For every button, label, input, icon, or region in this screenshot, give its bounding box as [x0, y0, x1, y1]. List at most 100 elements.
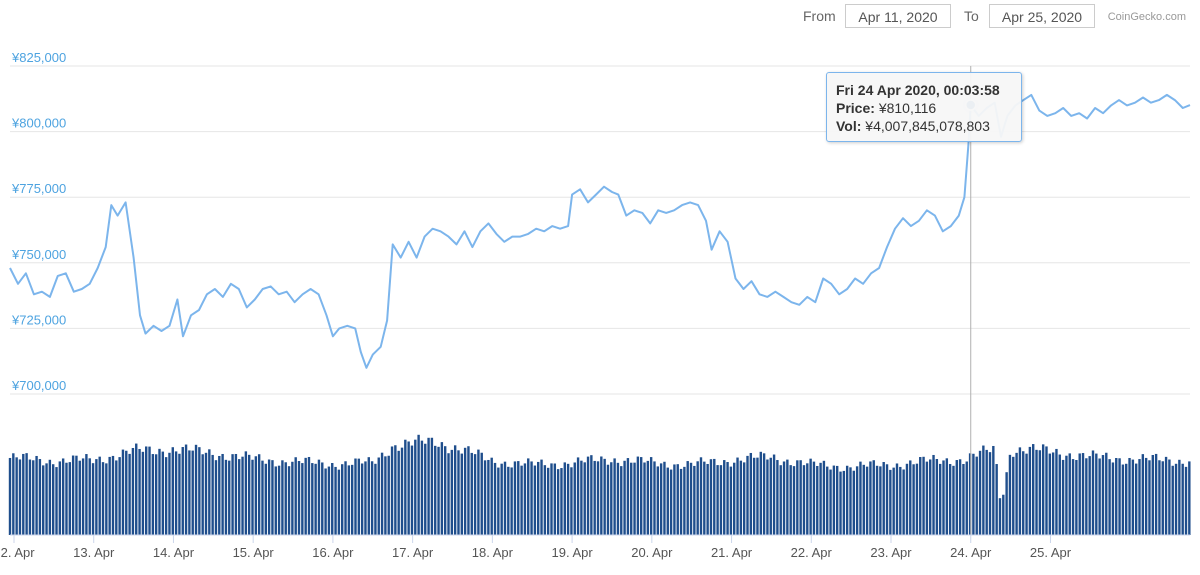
volume-bar [639, 457, 643, 535]
volume-bar [809, 458, 812, 535]
volume-bar [204, 452, 208, 535]
volume-bar [683, 466, 686, 535]
volume-bar [497, 467, 500, 535]
volume-bar [420, 440, 424, 535]
volume-bar [919, 457, 922, 535]
volume-bar [238, 459, 241, 535]
volume-bar [85, 454, 88, 535]
volume-bar [713, 458, 716, 535]
volume-bar [1134, 463, 1138, 535]
volume-bar [307, 456, 311, 535]
volume-bar [1181, 463, 1184, 535]
volume-bar [566, 463, 570, 535]
volume-bar [769, 457, 772, 535]
volume-bar [1105, 452, 1108, 535]
volume-bar [1161, 461, 1164, 535]
volume-bar [1012, 456, 1015, 535]
volume-bar [121, 449, 125, 535]
volume-bar [1018, 447, 1022, 535]
volume-bar [397, 450, 400, 535]
volume-bar [942, 460, 945, 535]
volume-bar [108, 456, 111, 535]
volume-bar [453, 445, 457, 535]
y-tick-label: ¥825,000 [11, 50, 66, 65]
volume-bar [1174, 463, 1178, 535]
volume-bar [370, 461, 374, 535]
volume-bar [776, 460, 779, 535]
volume-bar [32, 460, 35, 535]
volume-bar [855, 466, 859, 535]
volume-bar [407, 441, 410, 535]
volume-bar [889, 469, 892, 535]
volume-bar [1091, 450, 1095, 535]
to-date-input[interactable]: Apr 25, 2020 [989, 4, 1095, 28]
volume-bar [537, 461, 540, 535]
volume-bar [600, 456, 603, 535]
volume-bar [643, 462, 646, 535]
x-tick-label: 18. Apr [472, 545, 514, 560]
volume-bar [171, 447, 174, 535]
volume-bar [669, 469, 673, 535]
volume-bar [912, 464, 915, 535]
volume-bar [440, 442, 444, 535]
x-tick-label: 13. Apr [73, 545, 115, 560]
volume-bar [982, 445, 985, 535]
volume-bar [294, 457, 297, 535]
from-date-input[interactable]: Apr 11, 2020 [845, 4, 951, 28]
volume-bar [849, 467, 852, 535]
volume-bar [101, 462, 105, 535]
volume-bar [154, 454, 158, 535]
volume-bar [1154, 453, 1158, 535]
volume-bar [583, 462, 586, 535]
volume-bar [271, 460, 274, 535]
volume-bar [284, 462, 287, 535]
volume-bar [915, 463, 919, 535]
volume-bar [556, 469, 560, 535]
volume-bar [762, 453, 766, 535]
volume-bar [111, 455, 115, 535]
volume-bar [231, 454, 234, 535]
date-range-bar: From Apr 11, 2020 To Apr 25, 2020 CoinGe… [0, 4, 1200, 30]
volume-bar [304, 457, 307, 535]
volume-bar [796, 460, 799, 535]
volume-bar [374, 463, 377, 535]
volume-bar [350, 464, 354, 535]
volume-bar [646, 460, 650, 535]
volume-bar [985, 449, 988, 535]
volume-bar [513, 461, 517, 535]
volume-bar [25, 453, 28, 535]
x-tick-label: 17. Apr [392, 545, 434, 560]
volume-bar [1028, 446, 1032, 535]
volume-bar [410, 445, 414, 535]
volume-bar [71, 455, 75, 535]
volume-bar [1088, 456, 1091, 535]
volume-bar [752, 457, 756, 535]
volume-bar [530, 461, 533, 535]
volume-bar [882, 462, 885, 535]
volume-bar [357, 458, 361, 535]
volume-bar [211, 454, 214, 535]
volume-bar [1158, 460, 1161, 535]
volume-bar [749, 452, 753, 535]
volume-bar [998, 498, 1002, 535]
volume-bar [367, 457, 370, 535]
volume-bar [663, 461, 666, 535]
y-tick-label: ¥700,000 [11, 378, 66, 393]
volume-bar [590, 455, 593, 535]
tooltip-price-row: Price: ¥810,116 [836, 99, 1012, 117]
volume-bar [244, 451, 248, 535]
volume-bar [523, 463, 527, 535]
volume-bar [8, 457, 12, 535]
volume-bar [746, 455, 749, 535]
volume-bar [301, 463, 304, 535]
volume-bar [789, 465, 792, 535]
volume-bar [909, 460, 912, 535]
volume-bar [145, 446, 148, 535]
volume-bar [168, 452, 171, 535]
volume-bar [447, 453, 450, 535]
brand-credit[interactable]: CoinGecko.com [1107, 11, 1186, 23]
volume-bar [1128, 457, 1131, 535]
volume-bar [214, 460, 218, 535]
volume-bar [334, 466, 337, 535]
